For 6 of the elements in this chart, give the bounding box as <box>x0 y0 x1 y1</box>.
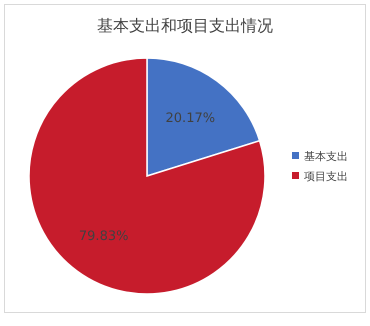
chart-title: 基本支出和项目支出情况 <box>97 16 273 35</box>
data-label: 20.17% <box>166 111 216 126</box>
pie-slice <box>28 57 266 295</box>
legend-label: 基本支出 <box>304 150 348 163</box>
legend-label: 项目支出 <box>304 170 348 183</box>
data-label: 79.83% <box>78 228 128 244</box>
